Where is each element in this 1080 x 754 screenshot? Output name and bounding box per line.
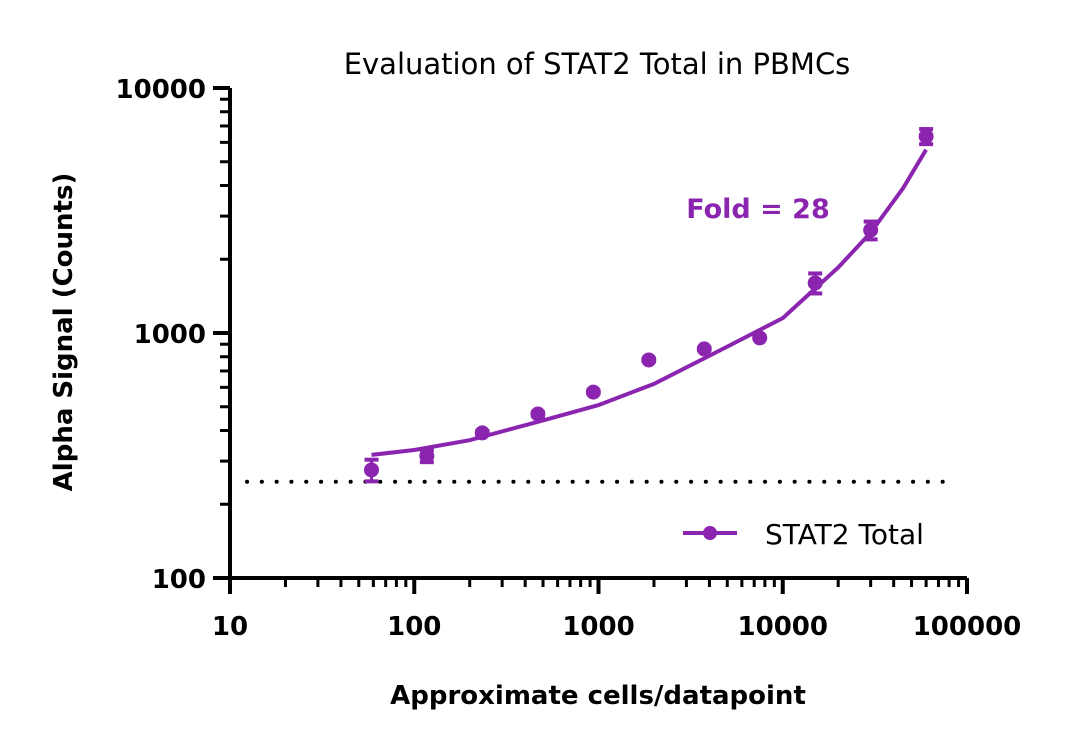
data-point xyxy=(585,384,601,400)
data-point xyxy=(696,341,712,357)
data-point xyxy=(807,275,823,291)
x-tick-label: 100 xyxy=(387,612,441,642)
data-point xyxy=(863,222,879,238)
fit-curve xyxy=(371,148,928,457)
y-tick-label: 10000 xyxy=(116,75,206,105)
data-point xyxy=(419,448,435,464)
data-point xyxy=(530,406,546,422)
data-point xyxy=(474,425,490,441)
chart-title: Evaluation of STAT2 Total in PBMCs xyxy=(344,47,851,81)
x-tick-label: 100000 xyxy=(913,612,1022,642)
x-tick-label: 1000 xyxy=(562,612,634,642)
y-tick-label: 1000 xyxy=(134,320,206,350)
plot-area xyxy=(245,127,959,484)
x-tick-label: 10000 xyxy=(738,612,828,642)
data-point xyxy=(363,462,379,478)
legend: STAT2 Total xyxy=(683,518,924,551)
y-axis-label: Alpha Signal (Counts) xyxy=(49,173,79,492)
data-point xyxy=(752,330,768,346)
y-tick-label: 100 xyxy=(152,565,206,595)
fold-annotation: Fold = 28 xyxy=(686,194,829,225)
data-point xyxy=(641,352,657,368)
data-point xyxy=(918,128,934,144)
x-axis-label: Approximate cells/datapoint xyxy=(390,681,806,711)
legend-label: STAT2 Total xyxy=(765,518,924,551)
legend-marker xyxy=(703,526,717,540)
x-tick-label: 10 xyxy=(212,612,248,642)
